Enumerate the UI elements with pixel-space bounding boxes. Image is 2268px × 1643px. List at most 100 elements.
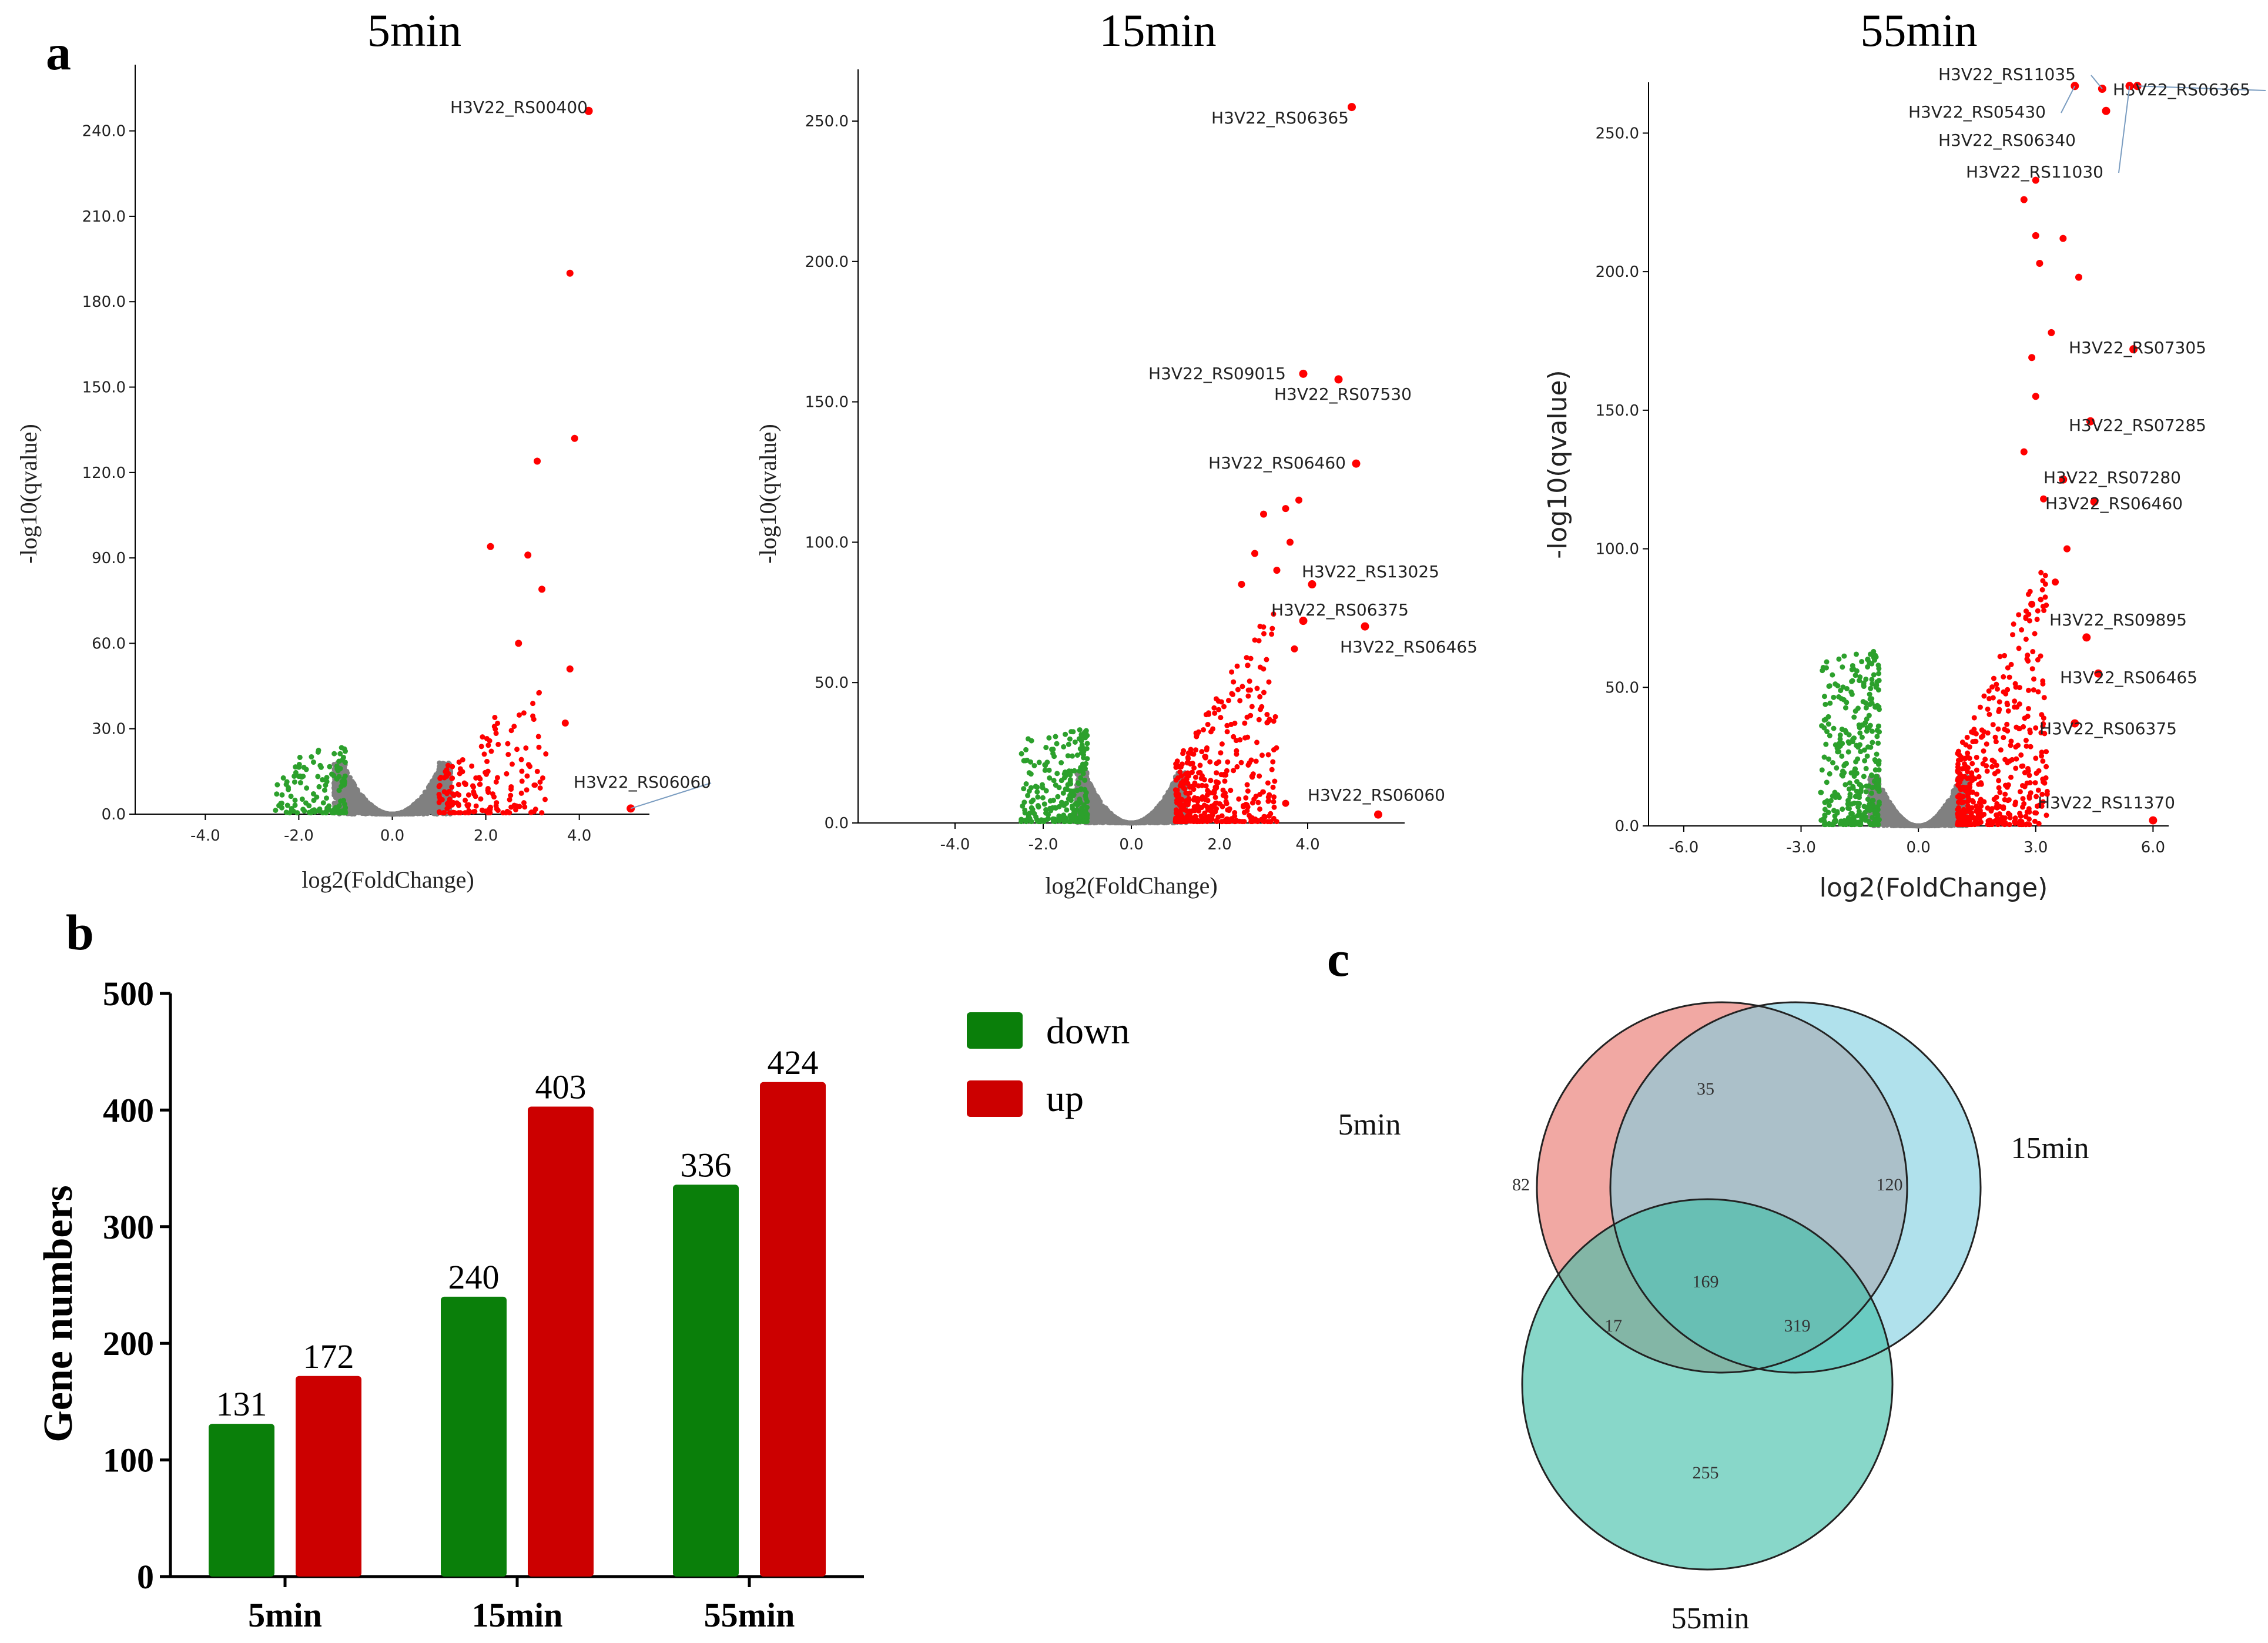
point-down xyxy=(323,795,329,801)
point-up xyxy=(1224,729,1230,735)
point-up xyxy=(1238,759,1244,765)
point-up xyxy=(465,810,471,816)
point-ns xyxy=(1168,792,1174,798)
point-up xyxy=(505,751,511,757)
point-up xyxy=(450,802,455,808)
y-tick-label: 50.0 xyxy=(815,674,849,692)
point-up xyxy=(1256,638,1262,644)
y-tick-label: 30.0 xyxy=(92,721,126,738)
point-down xyxy=(273,808,279,814)
point-down xyxy=(1083,808,1088,814)
point-down xyxy=(1076,781,1081,787)
point-down xyxy=(1023,747,1029,752)
point-down xyxy=(288,794,294,799)
point-up xyxy=(1241,819,1247,825)
point-up xyxy=(1261,631,1267,637)
point-up xyxy=(1247,678,1252,684)
point-up xyxy=(534,768,540,774)
point-up xyxy=(1225,807,1231,813)
gene-label: H3V22_RS00400 xyxy=(450,98,588,117)
gene-annotation: H3V22_RS06375 xyxy=(1271,600,1409,625)
point-up xyxy=(1225,698,1231,704)
point-down xyxy=(1043,762,1048,768)
point-up xyxy=(1198,805,1204,811)
point-down xyxy=(340,754,346,760)
point-down xyxy=(1034,784,1040,790)
point-up xyxy=(538,585,546,593)
point-ns xyxy=(357,795,362,801)
gene-label: H3V22_RS06465 xyxy=(1340,637,1478,657)
point-up xyxy=(1251,550,1258,557)
point-up xyxy=(524,787,530,793)
point-up xyxy=(445,762,451,768)
point-up xyxy=(516,712,522,718)
point-down xyxy=(310,759,316,765)
point-down xyxy=(300,807,306,812)
point-up xyxy=(463,782,468,788)
point-down xyxy=(1059,816,1065,822)
point-up xyxy=(524,551,532,559)
y-axis-label: -log10(qvalue) xyxy=(755,424,781,564)
point-up xyxy=(1218,715,1224,721)
gene-annotation: H3V22_RS13025 xyxy=(1302,562,1439,589)
point-up xyxy=(1257,707,1263,712)
point-up xyxy=(1271,799,1277,805)
point-up xyxy=(1261,624,1267,630)
point-down xyxy=(1068,798,1074,804)
point-up xyxy=(1211,789,1217,795)
point-down xyxy=(1066,741,1071,747)
point-up xyxy=(1295,496,1302,504)
point-down xyxy=(1067,772,1073,778)
point-up xyxy=(1265,720,1271,725)
point-down xyxy=(296,761,302,767)
point-up xyxy=(515,640,522,647)
point-up xyxy=(495,720,501,726)
point-up xyxy=(1239,684,1245,690)
point-down xyxy=(1055,794,1061,799)
point-down xyxy=(340,779,346,785)
point-up xyxy=(1250,771,1256,777)
point-down xyxy=(1081,755,1087,761)
point-up xyxy=(1257,791,1263,797)
point-down xyxy=(1054,741,1060,747)
gene-label: H3V22_RS06460 xyxy=(1208,453,1346,473)
point-up xyxy=(485,787,491,793)
point-up xyxy=(508,787,514,792)
gene-annotation: H3V22_RS06060 xyxy=(574,772,712,813)
point-down xyxy=(1047,798,1053,804)
point-down xyxy=(292,779,297,785)
gene-label: H3V22_RS07530 xyxy=(1274,384,1412,404)
point-up xyxy=(1271,747,1277,753)
y-tick-label: 200.0 xyxy=(1596,263,1639,281)
point-down xyxy=(315,749,321,755)
point-up xyxy=(1248,687,1254,693)
point-down xyxy=(276,802,282,808)
point-up xyxy=(507,810,512,816)
point-up xyxy=(455,810,461,816)
point-ns xyxy=(348,779,353,785)
point-up xyxy=(473,803,479,809)
point-up xyxy=(531,717,537,722)
point-up xyxy=(477,781,483,787)
point-up xyxy=(1203,754,1209,759)
point-down xyxy=(1081,730,1087,735)
point-up xyxy=(531,809,537,815)
point-down xyxy=(341,801,347,807)
volcano-title: 15min xyxy=(1099,5,1216,56)
point-down xyxy=(1081,802,1087,808)
point-down xyxy=(1084,741,1090,747)
point-ns xyxy=(1090,791,1096,796)
point-up xyxy=(1182,786,1188,792)
point-up xyxy=(517,804,522,809)
labeled-point xyxy=(1374,810,1382,819)
point-down xyxy=(1019,751,1024,757)
point-up xyxy=(543,751,549,757)
x-axis-label: log2(FoldChange) xyxy=(1820,873,2048,903)
labeled-point xyxy=(1348,103,1356,112)
point-down xyxy=(1056,785,1062,791)
point-ns xyxy=(1161,805,1166,810)
point-down xyxy=(1077,819,1083,825)
point-up xyxy=(1253,758,1259,764)
x-axis-label: log2(FoldChange) xyxy=(1045,872,1217,899)
point-up xyxy=(455,802,461,808)
